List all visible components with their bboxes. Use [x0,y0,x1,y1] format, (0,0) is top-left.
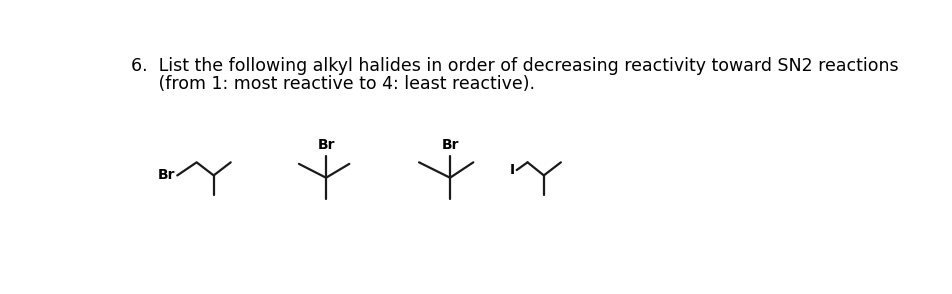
Text: Br: Br [441,138,458,152]
Text: (from 1: most reactive to 4: least reactive).: (from 1: most reactive to 4: least react… [130,75,534,93]
Text: 6.  List the following alkyl halides in order of decreasing reactivity toward SN: 6. List the following alkyl halides in o… [130,57,898,75]
Text: I: I [509,163,515,177]
Text: Br: Br [317,138,334,152]
Text: Br: Br [157,168,175,182]
